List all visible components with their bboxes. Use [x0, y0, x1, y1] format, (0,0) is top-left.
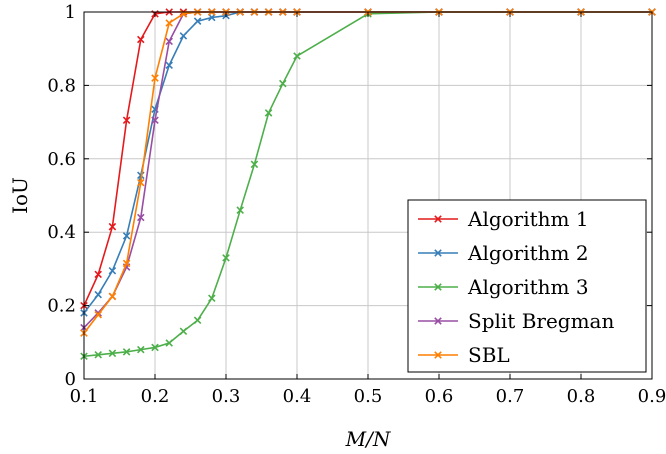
data-point [151, 343, 159, 352]
x-tick-label: 0.1 [70, 386, 99, 407]
y-tick-label: 0.8 [47, 75, 76, 96]
data-point [94, 290, 102, 299]
legend-label: Algorithm 2 [467, 241, 589, 265]
legend-box [407, 199, 647, 373]
data-point [137, 178, 145, 187]
legend-marker [434, 215, 442, 223]
data-point [279, 79, 287, 88]
legend-marker [434, 249, 442, 257]
x-tick-label: 0.4 [283, 386, 312, 407]
data-point [222, 254, 230, 262]
data-point [236, 206, 244, 214]
data-point [179, 327, 188, 336]
y-tick-label: 0.6 [47, 149, 76, 170]
x-tick-label: 0.3 [212, 386, 241, 407]
data-point [122, 348, 131, 356]
data-point [137, 345, 145, 354]
x-tick-label: 0.5 [354, 386, 383, 407]
legend-item: Algorithm 1 [418, 207, 589, 231]
data-point [165, 61, 173, 69]
tick-labels: 0.1 0.2 0.3 0.4 0.5 0.6 0.7 0.8 0.9 0 0.2 0.4 0.6 0.8… [47, 2, 666, 407]
legend: Algorithm 1 Algorithm 2 Algorithm 3 Split B… [407, 199, 647, 373]
data-point [137, 35, 145, 44]
legend-label: Algorithm 1 [467, 207, 589, 231]
y-tick-label: 1 [65, 2, 76, 23]
y-tick-label: 0.2 [47, 296, 76, 317]
x-tick-label: 0.7 [496, 386, 525, 407]
legend-item: Algorithm 2 [418, 241, 589, 265]
ticks [83, 11, 653, 380]
data-point [293, 52, 301, 60]
data-point [137, 213, 145, 222]
data-point [94, 311, 102, 319]
x-tick-label: 0.2 [141, 386, 170, 407]
data-point [208, 294, 216, 303]
data-point [193, 316, 202, 325]
data-point [122, 232, 131, 240]
data-point [94, 270, 102, 279]
data-point [165, 19, 173, 27]
y-tick-label: 0 [65, 369, 76, 390]
data-point [179, 32, 188, 40]
legend-marker [434, 317, 442, 325]
legend-item: Split Bregman [418, 309, 614, 333]
data-point [151, 74, 159, 82]
data-point [151, 116, 159, 125]
data-point [137, 171, 145, 180]
y-tick-label: 0.4 [47, 222, 76, 243]
data-point [108, 292, 117, 301]
legend-label: Algorithm 3 [467, 275, 589, 299]
data-point [122, 259, 131, 268]
data-point [122, 116, 131, 125]
data-point [108, 222, 117, 231]
x-tick-label: 0.9 [638, 386, 666, 407]
x-tick-label: 0.8 [567, 386, 596, 407]
data-point [108, 349, 117, 358]
y-axis-label: IoU [8, 177, 32, 214]
data-point [208, 13, 216, 22]
legend-label: SBL [468, 343, 510, 367]
legend-item: SBL [418, 343, 510, 367]
data-point [94, 351, 102, 359]
legend-marker [434, 283, 442, 291]
grid [83, 11, 653, 380]
x-axis-label: M/N [345, 427, 392, 451]
data-point [264, 109, 273, 117]
legend-label: Split Bregman [468, 309, 614, 333]
x-tick-label: 0.6 [425, 386, 454, 407]
data-point [193, 17, 202, 25]
data-point [165, 339, 173, 347]
legend-marker [434, 351, 442, 359]
data-point [165, 37, 173, 46]
data-point [250, 160, 259, 169]
legend-item: Algorithm 3 [418, 275, 589, 299]
data-point [108, 266, 117, 275]
